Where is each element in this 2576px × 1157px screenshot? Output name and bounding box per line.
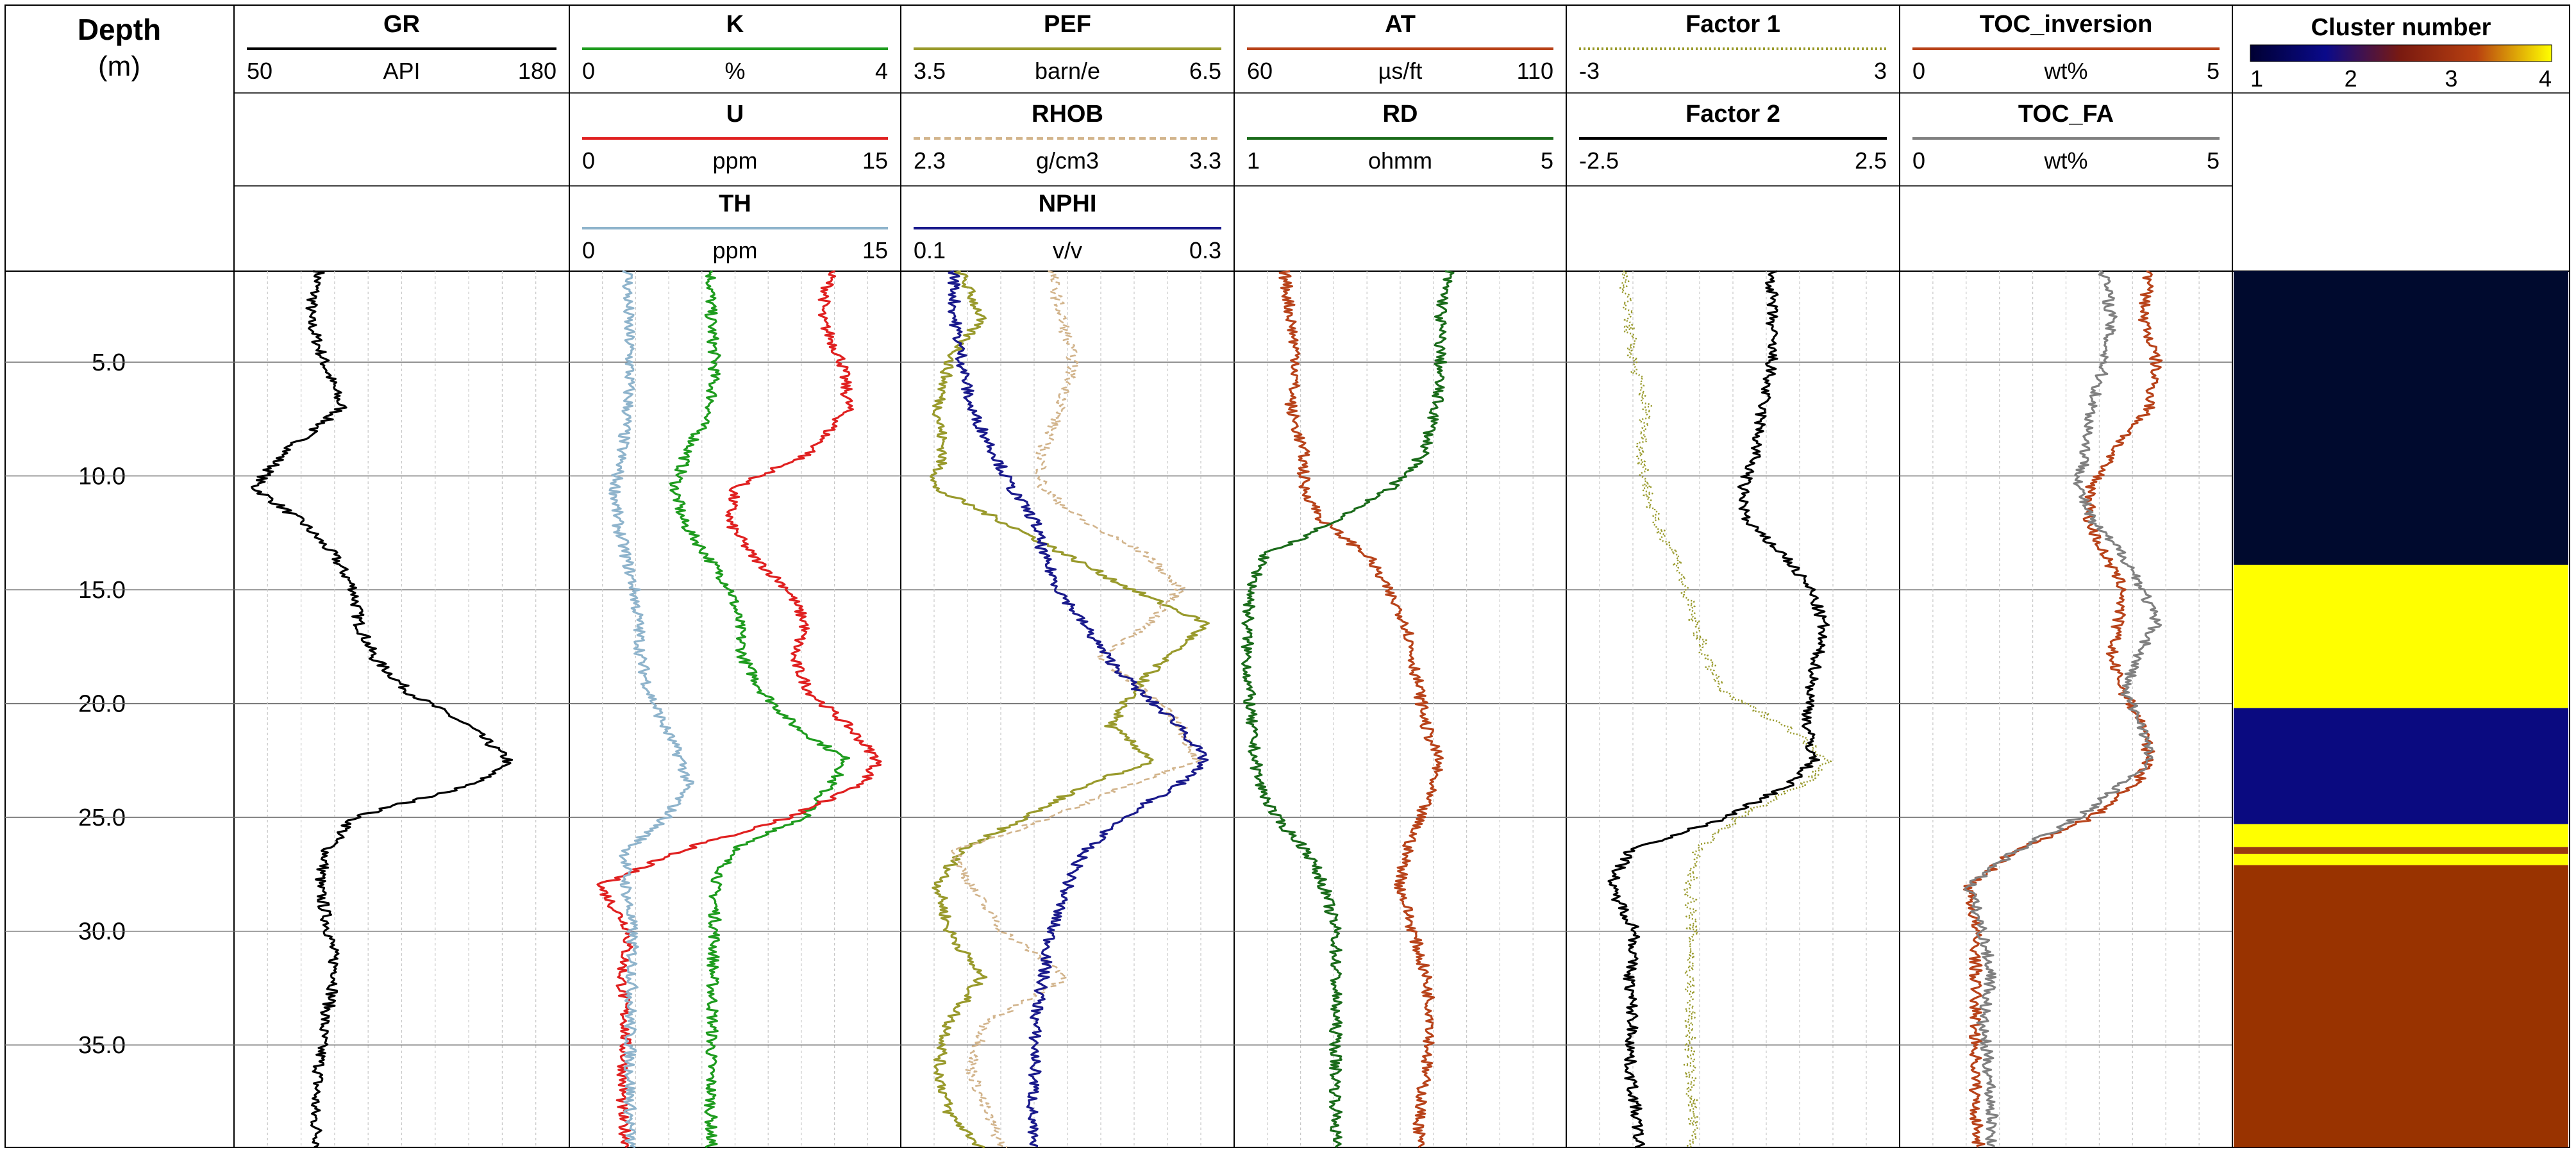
- curve-scale-max: 5: [1541, 147, 1553, 174]
- depth-unit: (m): [98, 51, 140, 82]
- curve-nphi: [947, 270, 1209, 1148]
- depth-title: Depth: [78, 13, 161, 46]
- curve-scale-min: 50: [247, 58, 272, 84]
- curve-scale-min: 60: [1247, 58, 1273, 84]
- cluster-interval-1: [2234, 271, 2568, 565]
- curve-scale-max: 3.3: [1189, 147, 1221, 174]
- cluster-colorbar: [2250, 44, 2552, 62]
- curve-unit: µs/ft: [1378, 58, 1423, 84]
- curve-gr: [251, 270, 514, 1149]
- depth-tick-label: 30.0: [78, 919, 126, 945]
- curve-scale-max: 3: [1874, 58, 1887, 84]
- curve-title-th: TH: [719, 190, 751, 217]
- depth-tick-label: 20.0: [78, 691, 126, 718]
- curve-unit: ppm: [712, 147, 757, 174]
- curve-factor-2: [1607, 270, 1830, 1149]
- depth-tick-label: 25.0: [78, 804, 126, 831]
- cluster-interval-4: [2234, 853, 2568, 865]
- curve-unit: ppm: [712, 237, 757, 263]
- curve-scale-min: 1: [1247, 147, 1260, 174]
- curve-scale-min: 2.3: [914, 147, 946, 174]
- curve-rhob: [951, 270, 1202, 1149]
- curve-scale-min: -3: [1579, 58, 1600, 84]
- curve-title-at: AT: [1385, 11, 1416, 38]
- curve-scale-min: 0: [582, 237, 595, 263]
- curve-scale-max: 0.3: [1189, 237, 1221, 263]
- curve-unit: wt%: [2043, 58, 2087, 84]
- cluster-colorbar-tick: 2: [2345, 65, 2357, 92]
- curve-scale-min: 3.5: [914, 58, 946, 84]
- depth-tick-label: 35.0: [78, 1032, 126, 1059]
- curve-scale-min: 0.1: [914, 237, 946, 263]
- curve-k: [669, 270, 851, 1149]
- curve-unit: g/cm3: [1036, 147, 1099, 174]
- curve-scale-min: 0: [582, 58, 595, 84]
- curve-title-nphi: NPHI: [1039, 190, 1097, 217]
- curve-unit: %: [724, 58, 745, 84]
- curve-scale-max: 5: [2207, 147, 2220, 174]
- cluster-colorbar-tick: 4: [2539, 65, 2552, 92]
- curve-title-toc-inversion: TOC_inversion: [1980, 11, 2153, 38]
- cluster-interval-2: [2234, 708, 2568, 824]
- curve-scale-max: 15: [862, 147, 888, 174]
- curve-scale-min: 0: [1912, 58, 1925, 84]
- curve-unit: ohmm: [1368, 147, 1432, 174]
- curve-scale-min: 0: [582, 147, 595, 174]
- curve-title-u: U: [726, 101, 744, 128]
- curve-unit: v/v: [1053, 237, 1082, 263]
- curve-at: [1278, 270, 1444, 1149]
- cluster-interval-3: [2234, 865, 2568, 1147]
- curve-pef: [930, 270, 1210, 1149]
- cluster-interval-4: [2234, 565, 2568, 708]
- curve-scale-max: 2.5: [1855, 147, 1887, 174]
- cluster-interval-4: [2234, 824, 2568, 847]
- curve-scale-max: 6.5: [1189, 58, 1221, 84]
- curve-title-gr: GR: [383, 11, 420, 38]
- depth-tick-label: 5.0: [92, 349, 126, 376]
- cluster-colorbar-tick: 1: [2250, 65, 2263, 92]
- curve-scale-max: 5: [2207, 58, 2220, 84]
- curve-title-rhob: RHOB: [1032, 101, 1103, 128]
- curve-toc-fa: [1964, 270, 2162, 1148]
- curve-scale-max: 15: [862, 237, 888, 263]
- curve-title-pef: PEF: [1044, 11, 1091, 38]
- curve-u: [596, 270, 882, 1149]
- depth-tick-label: 15.0: [78, 577, 126, 604]
- curve-title-factor-2: Factor 2: [1685, 101, 1780, 128]
- curve-scale-min: 0: [1912, 147, 1925, 174]
- depth-tick-label: 10.0: [78, 463, 126, 490]
- curve-unit: barn/e: [1035, 58, 1100, 84]
- curve-unit: API: [383, 58, 420, 84]
- cluster-title: Cluster number: [2311, 14, 2491, 41]
- chart-frame: [4, 4, 2570, 1148]
- curve-rd: [1241, 270, 1455, 1149]
- cluster-interval-3: [2234, 847, 2568, 854]
- curve-scale-max: 180: [518, 58, 556, 84]
- curve-title-k: K: [726, 11, 744, 38]
- curve-scale-max: 4: [875, 58, 888, 84]
- curve-unit: wt%: [2043, 147, 2087, 174]
- curve-title-rd: RD: [1383, 101, 1418, 128]
- curve-title-toc-fa: TOC_FA: [2018, 101, 2114, 128]
- cluster-colorbar-tick: 3: [2445, 65, 2457, 92]
- curve-scale-max: 110: [1517, 58, 1553, 84]
- curve-th: [608, 270, 694, 1149]
- curve-scale-min: -2.5: [1579, 147, 1619, 174]
- curve-title-factor-1: Factor 1: [1685, 11, 1780, 38]
